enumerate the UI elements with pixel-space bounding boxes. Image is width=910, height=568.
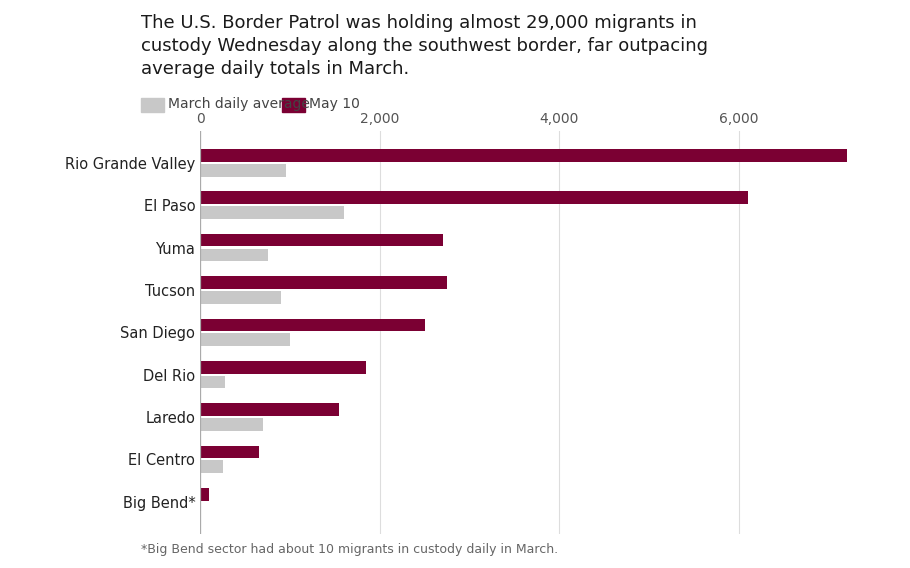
Bar: [200, 234, 442, 247]
Bar: [200, 461, 223, 473]
Bar: [200, 319, 425, 331]
Bar: [200, 361, 367, 374]
Bar: [200, 488, 209, 501]
Bar: [200, 191, 748, 204]
Bar: [200, 403, 339, 416]
Bar: [200, 276, 447, 289]
Text: The U.S. Border Patrol was holding almost 29,000 migrants in: The U.S. Border Patrol was holding almos…: [141, 14, 697, 32]
Bar: [200, 333, 290, 346]
Bar: [200, 291, 281, 304]
Text: *Big Bend sector had about 10 migrants in custody daily in March.: *Big Bend sector had about 10 migrants i…: [141, 542, 558, 556]
Bar: [200, 375, 226, 389]
Bar: [200, 149, 847, 162]
Bar: [200, 206, 344, 219]
Text: average daily totals in March.: average daily totals in March.: [141, 60, 410, 78]
Bar: [200, 164, 286, 177]
Text: March daily average: March daily average: [168, 97, 310, 111]
Text: custody Wednesday along the southwest border, far outpacing: custody Wednesday along the southwest bo…: [141, 37, 708, 55]
Bar: [200, 418, 263, 431]
Bar: [200, 446, 258, 458]
Text: May 10: May 10: [309, 97, 360, 111]
Bar: [200, 249, 268, 261]
